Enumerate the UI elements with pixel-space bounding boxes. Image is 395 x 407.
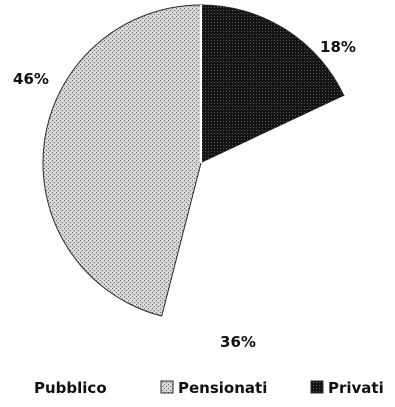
pie-slice-pubblico <box>161 95 359 322</box>
pie-slices <box>42 4 359 322</box>
legend: Pubblico Pensionati Privati <box>34 379 384 397</box>
legend-swatch-pensionati <box>160 380 174 394</box>
pie-slice-privati <box>200 4 345 164</box>
legend-swatch-privati <box>310 380 324 394</box>
legend-label-privati: Privati <box>328 379 384 397</box>
legend-label-pubblico: Pubblico <box>34 379 107 397</box>
slice-label-pensionati: 46% <box>13 70 49 88</box>
pie-slice-pensionati <box>42 4 202 317</box>
slice-label-pubblico: 36% <box>220 333 256 351</box>
pie-labels: 18% 36% 46% <box>13 38 356 351</box>
legend-label-pensionati: Pensionati <box>178 379 267 397</box>
slice-label-privati: 18% <box>320 38 356 56</box>
